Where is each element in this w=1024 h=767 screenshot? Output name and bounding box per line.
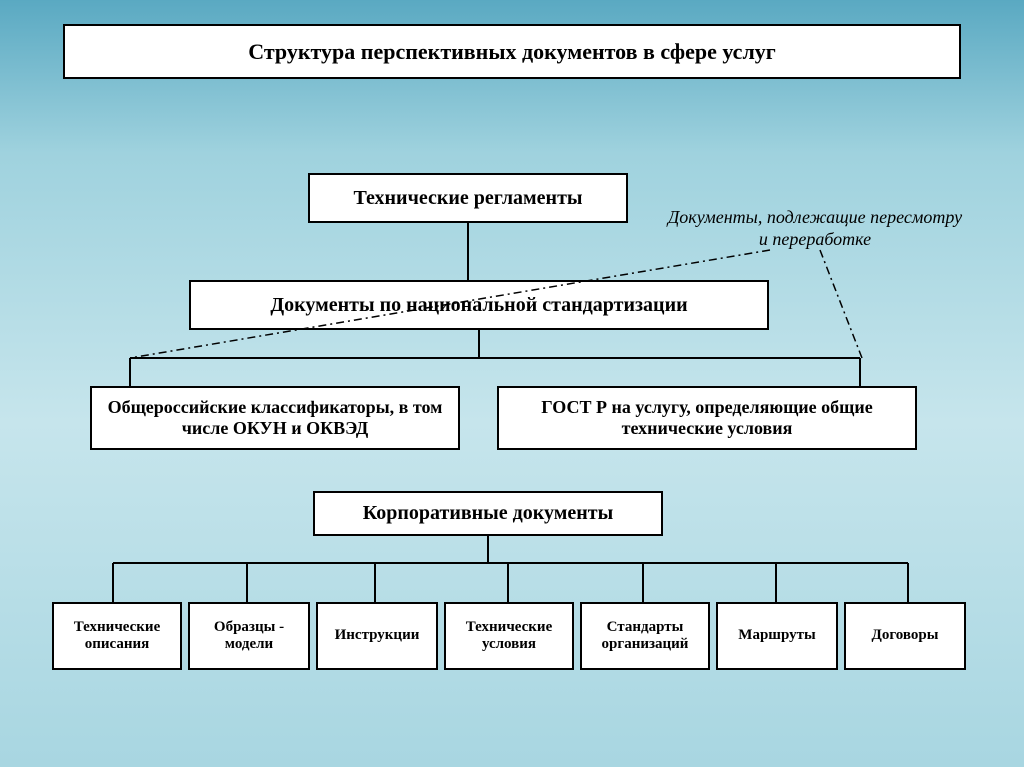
node-label: Технические условия — [454, 619, 564, 654]
node-label: Корпоративные документы — [363, 502, 613, 525]
node-label: Договоры — [872, 627, 939, 644]
diagram-title: Структура перспективных документов в сфе… — [63, 24, 961, 79]
node-label: Стандарты организаций — [590, 619, 700, 654]
node-label: Технические регламенты — [353, 187, 582, 210]
node-corporate-docs: Корпоративные документы — [313, 491, 663, 536]
revision-annotation-text: Документы, подлежащие пересмотру и перер… — [668, 207, 962, 249]
node-contracts: Договоры — [844, 602, 966, 670]
node-gost-r: ГОСТ Р на услугу, определяющие общие тех… — [497, 386, 917, 450]
node-tech-descriptions: Технические описания — [52, 602, 182, 670]
node-technical-regulations: Технические регламенты — [308, 173, 628, 223]
node-classifiers: Общероссийские классификаторы, в том чис… — [90, 386, 460, 450]
node-sample-models: Образцы - модели — [188, 602, 310, 670]
node-routes: Маршруты — [716, 602, 838, 670]
node-instructions: Инструкции — [316, 602, 438, 670]
node-label: Общероссийские классификаторы, в том чис… — [100, 397, 450, 438]
node-org-standards: Стандарты организаций — [580, 602, 710, 670]
node-label: Образцы - модели — [198, 619, 300, 654]
diagram-canvas: Структура перспективных документов в сфе… — [0, 0, 1024, 767]
diagram-title-text: Структура перспективных документов в сфе… — [248, 39, 776, 65]
node-label: Инструкции — [335, 627, 420, 644]
revision-annotation: Документы, подлежащие пересмотру и перер… — [665, 207, 965, 250]
node-label: Документы по национальной стандартизации — [270, 294, 687, 317]
node-national-standardization-docs: Документы по национальной стандартизации — [189, 280, 769, 330]
node-label: Маршруты — [738, 627, 815, 644]
node-tech-conditions: Технические условия — [444, 602, 574, 670]
node-label: Технические описания — [62, 619, 172, 654]
node-label: ГОСТ Р на услугу, определяющие общие тех… — [507, 397, 907, 438]
